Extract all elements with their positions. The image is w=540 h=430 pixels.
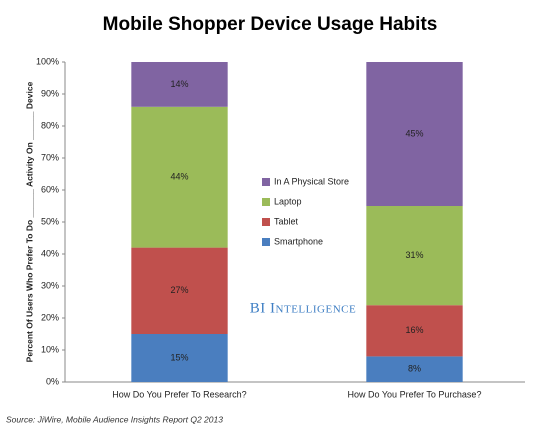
y-tick-label: 10% [41,344,59,354]
data-label: 27% [170,285,188,295]
y-tick-label: 40% [41,248,59,258]
data-label: 31% [405,250,423,260]
bar-segment [366,305,463,357]
y-tick-label: 60% [41,184,59,194]
y-tick-label: 100% [36,56,59,66]
x-tick-label: How Do You Prefer To Purchase? [348,389,482,399]
bar-segment [131,106,228,248]
data-label: 8% [408,364,421,374]
source: Source: JiWire, Mobile Audience Insights… [6,414,223,424]
legend-label: In A Physical Store [274,176,349,186]
legend-label: Smartphone [274,236,323,246]
bar-segment [366,356,463,382]
legend-swatch [262,178,270,186]
legend-swatch [262,218,270,226]
legend-swatch [262,238,270,246]
data-label: 45% [405,128,423,138]
chart-title: Mobile Shopper Device Usage Habits [103,14,438,35]
bar-segment [366,62,463,206]
bar-segment [131,334,228,382]
data-label: 44% [170,172,188,182]
y-tick-label: 0% [46,376,59,386]
legend-swatch [262,198,270,206]
bar-segment [131,62,228,107]
legend-label: Laptop [274,196,302,206]
data-label: 15% [170,352,188,362]
data-label: 16% [405,325,423,335]
y-tick-label: 50% [41,216,59,226]
y-tick-label: 90% [41,88,59,98]
y-tick-label: 70% [41,152,59,162]
data-label: 14% [170,79,188,89]
x-tick-label: How Do You Prefer To Research? [112,389,246,399]
bar-segment [366,206,463,306]
y-axis-label: Percent Of Users Who Prefer To Do ______… [24,81,34,362]
y-tick-label: 80% [41,120,59,130]
y-tick-label: 30% [41,280,59,290]
bar-segment [131,247,228,334]
y-tick-label: 20% [41,312,59,322]
watermark: BI Intelligence [250,300,356,316]
legend-label: Tablet [274,216,299,226]
